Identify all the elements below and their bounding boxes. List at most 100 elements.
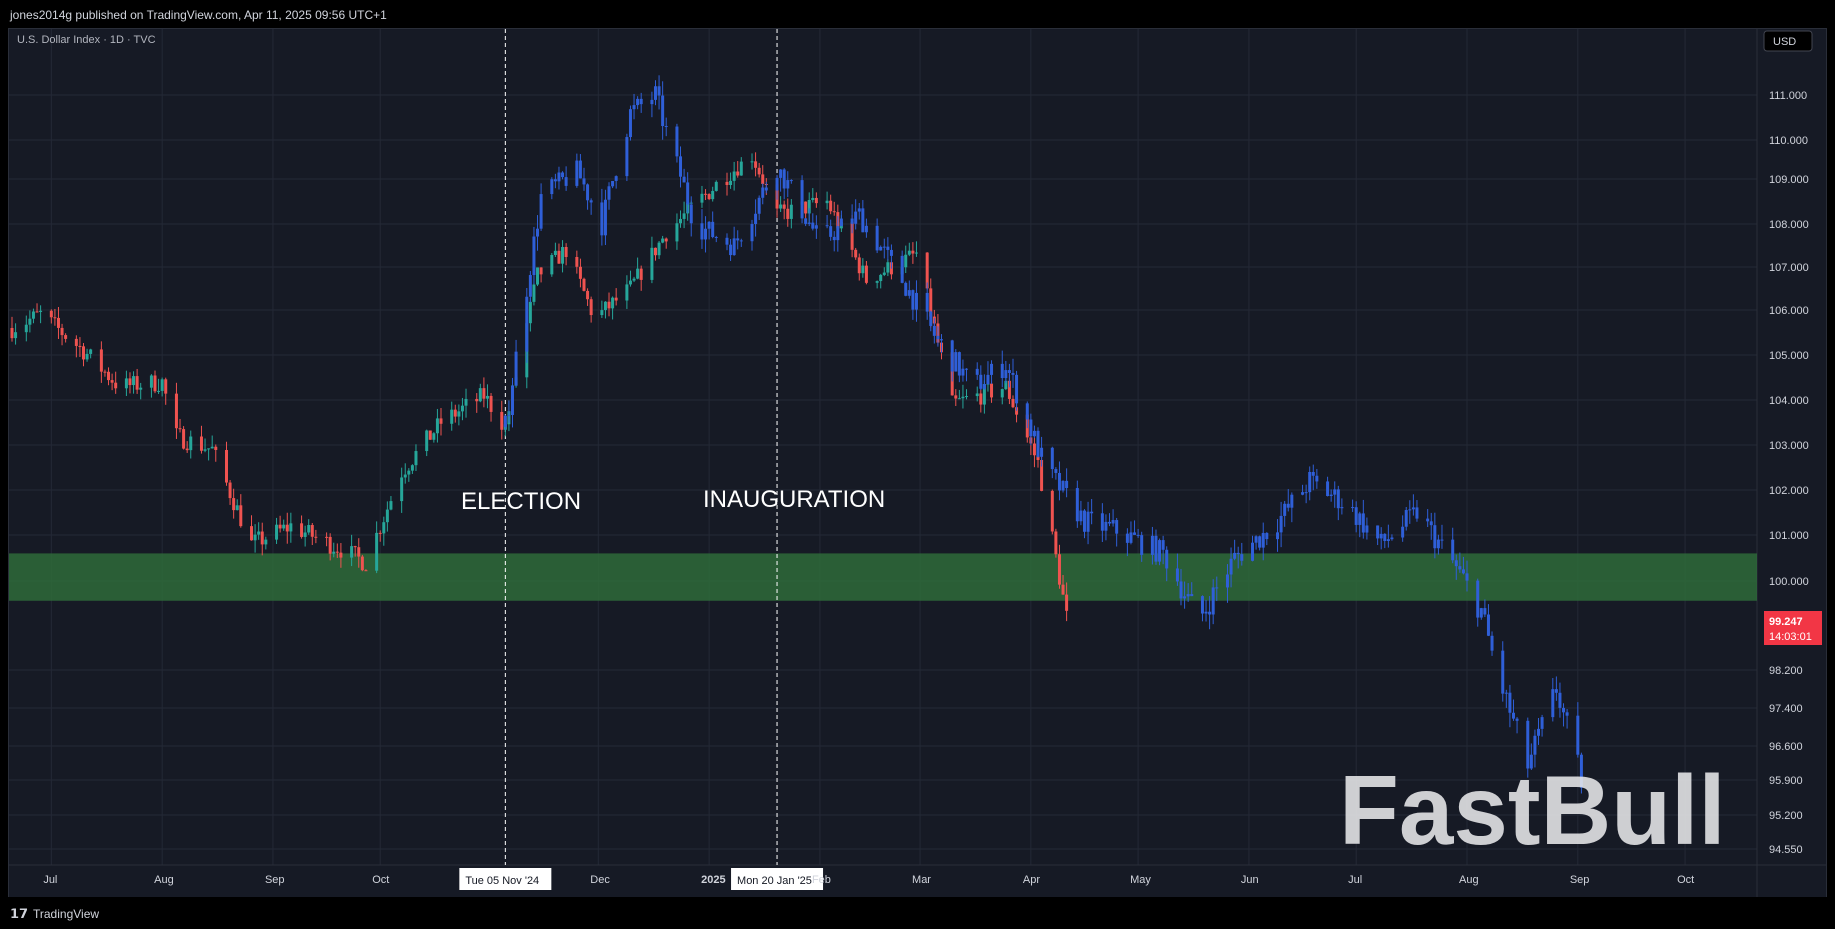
projection-bar bbox=[1415, 507, 1419, 519]
candle bbox=[164, 379, 168, 394]
candle bbox=[235, 505, 239, 511]
currency-button-label: USD bbox=[1773, 36, 1796, 48]
projection-bar bbox=[914, 292, 918, 310]
candle bbox=[882, 272, 886, 275]
chart-panel[interactable]: Tue 05 Nov '24 Mon 20 Jan '25 111.000 110.… bbox=[8, 28, 1827, 898]
projection-bar bbox=[1479, 608, 1483, 618]
y-tick-label: 97.400 bbox=[1769, 703, 1803, 715]
projection-bar bbox=[1365, 525, 1369, 533]
candle bbox=[132, 376, 136, 386]
projection-bar bbox=[1111, 520, 1115, 524]
projection-bar bbox=[829, 226, 833, 237]
projection-bar bbox=[882, 246, 886, 248]
candle bbox=[1057, 554, 1061, 585]
publisher-bar: jones2014g published on TradingView.com,… bbox=[0, 0, 1835, 28]
footer-bar: 𝟭𝟳 TradingView bbox=[0, 897, 1835, 929]
candle bbox=[786, 208, 790, 219]
x-tick-label: Aug bbox=[154, 874, 174, 886]
projection-bar bbox=[1233, 552, 1237, 559]
candle bbox=[107, 371, 111, 381]
candle bbox=[275, 524, 279, 540]
candle bbox=[285, 524, 289, 532]
y-tick-label: 100.000 bbox=[1769, 576, 1809, 588]
price-chart[interactable]: Tue 05 Nov '24 Mon 20 Jan '25 111.000 110.… bbox=[9, 29, 1826, 897]
projection-bar bbox=[764, 187, 768, 191]
projection-bar bbox=[725, 237, 729, 245]
projection-bar bbox=[1379, 533, 1383, 539]
candle bbox=[600, 310, 604, 316]
candle bbox=[1032, 443, 1036, 456]
projection-bar bbox=[775, 177, 779, 191]
candle bbox=[360, 556, 364, 571]
projection-bar bbox=[1007, 370, 1011, 373]
candle bbox=[653, 247, 657, 256]
candle bbox=[682, 213, 686, 219]
projection-bar bbox=[1508, 692, 1512, 713]
projection-bar bbox=[836, 226, 840, 241]
projection-bar bbox=[1436, 539, 1440, 549]
projection-bar bbox=[1404, 510, 1408, 527]
projection-bar bbox=[864, 225, 868, 233]
candle bbox=[911, 250, 915, 254]
candle bbox=[10, 328, 14, 339]
y-tick-label: 95.900 bbox=[1769, 775, 1803, 787]
projection-bar bbox=[1057, 472, 1061, 491]
candle bbox=[357, 547, 361, 557]
candle bbox=[679, 218, 683, 224]
candle bbox=[39, 310, 43, 312]
candle bbox=[282, 524, 286, 529]
candle bbox=[332, 551, 336, 554]
candle bbox=[975, 393, 979, 397]
candle bbox=[500, 411, 504, 430]
projection-bar bbox=[639, 98, 643, 105]
candle bbox=[914, 252, 918, 254]
candle bbox=[636, 268, 640, 279]
projection-bar bbox=[1304, 492, 1308, 494]
candle bbox=[364, 570, 368, 572]
tradingview-logo-icon[interactable]: 𝟭𝟳 bbox=[10, 906, 29, 921]
projection-bar bbox=[1411, 507, 1415, 510]
x-tick-label: Oct bbox=[1677, 874, 1694, 886]
projection-bar bbox=[811, 222, 815, 229]
tradingview-logo-text[interactable]: TradingView bbox=[33, 907, 100, 921]
candle bbox=[278, 524, 282, 529]
currency-button[interactable]: USD bbox=[1763, 30, 1813, 52]
projection-bar bbox=[614, 176, 618, 181]
candle bbox=[614, 297, 618, 301]
candle bbox=[611, 297, 615, 309]
projection-bar bbox=[936, 335, 940, 340]
candle bbox=[264, 539, 268, 545]
projection-bar bbox=[636, 98, 640, 106]
projection-bar bbox=[1115, 520, 1119, 534]
projection-bar bbox=[1100, 513, 1104, 531]
projection-bar bbox=[1301, 492, 1305, 495]
projection-bar bbox=[786, 180, 790, 189]
projection-bar bbox=[1154, 535, 1158, 562]
candle bbox=[861, 265, 865, 274]
projection-bar bbox=[1061, 480, 1065, 491]
candle bbox=[561, 246, 565, 264]
projection-bar bbox=[564, 177, 568, 186]
candle bbox=[761, 174, 765, 184]
candle bbox=[1011, 398, 1015, 408]
candle bbox=[35, 311, 39, 313]
candle bbox=[28, 318, 32, 325]
y-tick-label: 111.000 bbox=[1769, 90, 1807, 102]
candle bbox=[78, 345, 82, 347]
projection-bar bbox=[675, 126, 679, 157]
x-tick-label: Apr bbox=[1023, 874, 1040, 886]
projection-bar bbox=[1486, 614, 1490, 636]
candle bbox=[460, 405, 464, 412]
projection-bar bbox=[761, 187, 765, 198]
projection-bar bbox=[1461, 569, 1465, 574]
inauguration-label: INAUGURATION bbox=[703, 486, 885, 513]
candle bbox=[160, 379, 164, 391]
y-tick-label: 104.000 bbox=[1769, 395, 1809, 407]
candle bbox=[407, 470, 411, 475]
candle bbox=[157, 390, 161, 392]
candle bbox=[1040, 459, 1044, 491]
y-tick-label: 94.550 bbox=[1769, 844, 1803, 856]
candle bbox=[557, 250, 561, 264]
candle bbox=[1036, 455, 1040, 460]
x-tick-label: Feb bbox=[812, 874, 831, 886]
